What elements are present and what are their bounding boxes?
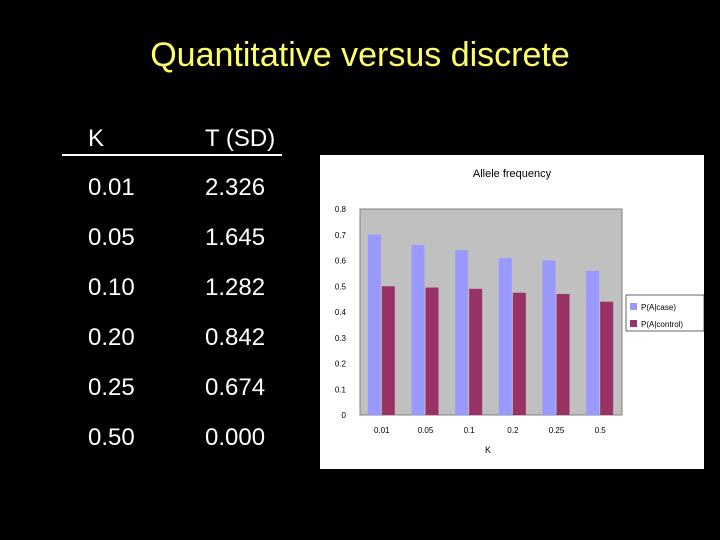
bar <box>425 287 439 415</box>
table-cell-k: 0.50 <box>88 424 135 451</box>
bar <box>455 250 469 415</box>
table-cell-t: 0.000 <box>205 424 266 451</box>
table-cell-t: 0.842 <box>205 324 266 351</box>
bar <box>498 257 512 415</box>
y-tick-label: 0.3 <box>335 334 347 343</box>
legend-box <box>625 294 704 332</box>
y-tick-label: 0.4 <box>335 308 347 317</box>
table-cell-t: 2.326 <box>205 174 266 201</box>
legend-entry: P(A|control) <box>641 320 683 329</box>
chart-title: Allele frequency <box>473 168 552 180</box>
bar <box>367 234 381 415</box>
table-header-cell: K <box>88 125 105 152</box>
chart-svg: Allele frequency K 0 0.1 0.2 0.3 0.4 0.5 0.6 0.… <box>335 168 704 455</box>
x-tick-label: 0.2 <box>507 426 519 435</box>
table-cell-t: 1.645 <box>205 224 266 251</box>
table-cell-k: 0.20 <box>88 324 135 351</box>
y-tick-label: 0.7 <box>335 231 347 240</box>
table-cell-k: 0.05 <box>88 224 135 251</box>
bar <box>556 293 570 415</box>
x-tick-label: 0.1 <box>464 426 476 435</box>
bar <box>542 260 556 415</box>
y-tick-label: 0.6 <box>335 257 347 266</box>
y-tick-label: 0.1 <box>335 385 347 394</box>
x-tick-label: 0.5 <box>595 426 607 435</box>
plot-area <box>359 208 623 416</box>
bar <box>600 301 614 415</box>
legend-swatch <box>630 303 637 310</box>
bar <box>411 245 425 415</box>
x-tick-label: 0.05 <box>418 426 434 435</box>
x-axis-label: K <box>485 445 491 455</box>
slide-title: Quantitative versus discrete <box>150 36 570 74</box>
table-cell-t: 0.674 <box>205 374 266 401</box>
bar <box>512 292 526 415</box>
table-cell-t: 1.282 <box>205 274 266 301</box>
legend-swatch <box>630 320 637 327</box>
bar <box>381 286 395 415</box>
table-cell-k: 0.25 <box>88 374 135 401</box>
legend-entry: P(A|case) <box>641 303 676 312</box>
y-tick-label: 0.2 <box>335 360 347 369</box>
x-tick-label: 0.25 <box>549 426 565 435</box>
table-cell-k: 0.01 <box>88 174 135 201</box>
table-header-cell: T (SD) <box>205 125 276 152</box>
bar <box>586 270 600 415</box>
y-tick-label: 0 <box>342 411 347 420</box>
y-tick-label: 0.8 <box>335 205 347 214</box>
table-header-rule <box>62 124 282 156</box>
allele-frequency-chart: Allele frequency K 0 0.1 0.2 0.3 0.4 0.5 0.6 0.… <box>320 155 704 469</box>
x-tick-label: 0.01 <box>374 426 390 435</box>
table-cell-k: 0.10 <box>88 274 135 301</box>
y-tick-label: 0.5 <box>335 282 347 291</box>
bar <box>469 288 483 415</box>
